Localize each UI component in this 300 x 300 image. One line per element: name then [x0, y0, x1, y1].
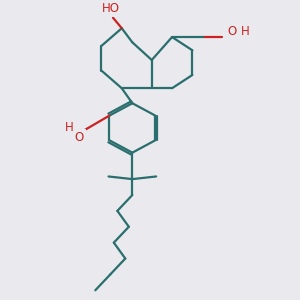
Text: HO: HO — [102, 2, 120, 15]
Text: O: O — [227, 25, 237, 38]
Text: O: O — [75, 131, 84, 144]
Text: H: H — [64, 121, 73, 134]
Text: H: H — [241, 25, 250, 38]
